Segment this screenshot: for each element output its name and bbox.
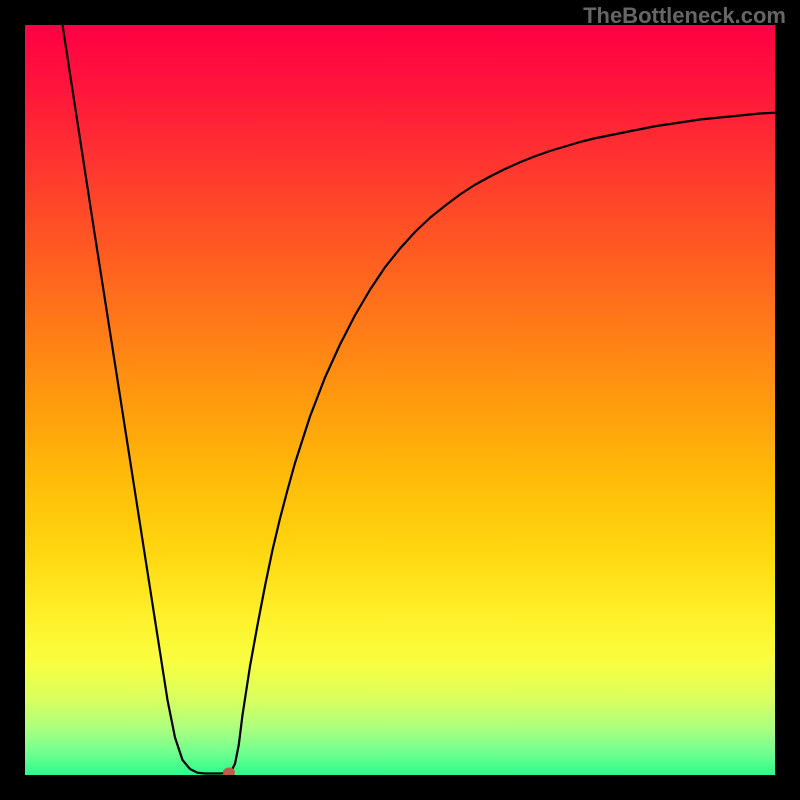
plot-area bbox=[25, 25, 775, 775]
watermark-text: TheBottleneck.com bbox=[583, 3, 786, 29]
plot-svg bbox=[25, 25, 775, 775]
chart-container: TheBottleneck.com bbox=[0, 0, 800, 800]
gradient-background bbox=[25, 25, 775, 775]
